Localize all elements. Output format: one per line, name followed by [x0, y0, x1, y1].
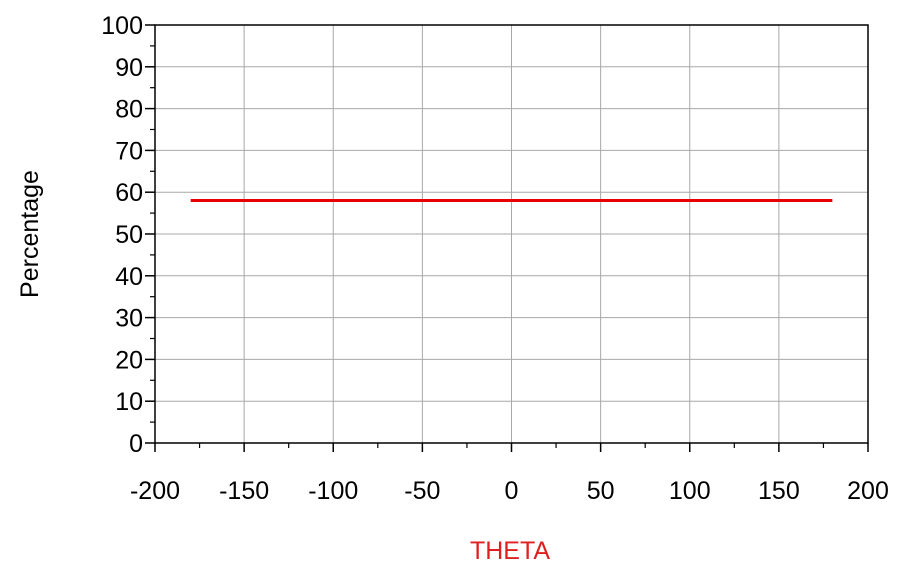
y-tick-label: 20 — [115, 346, 143, 374]
y-tick-label: 100 — [101, 12, 143, 40]
y-axis-title: Percentage — [16, 170, 44, 298]
x-tick-label: 0 — [505, 477, 519, 505]
y-tick-label: 30 — [115, 305, 143, 333]
x-tick-label: -50 — [404, 477, 440, 505]
x-tick-label: 200 — [847, 477, 889, 505]
x-tick-label: -150 — [219, 477, 269, 505]
y-tick-label: 80 — [115, 96, 143, 124]
x-tick-label: 150 — [758, 477, 800, 505]
x-axis-title: THETA — [470, 537, 550, 565]
y-tick-label: 0 — [129, 430, 143, 458]
x-tick-label: 100 — [669, 477, 711, 505]
y-tick-label: 10 — [115, 388, 143, 416]
x-tick-label: 50 — [587, 477, 615, 505]
y-tick-label: 70 — [115, 137, 143, 165]
x-ticks: -200 -150 -100 -50 0 50 100 150 200 — [130, 443, 889, 505]
y-tick-label: 50 — [115, 221, 143, 249]
y-tick-label: 90 — [115, 54, 143, 82]
y-ticks: 0 10 20 30 40 50 60 70 80 90 100 — [101, 12, 155, 458]
y-tick-label: 60 — [115, 179, 143, 207]
grid — [155, 25, 868, 443]
x-tick-label: -200 — [130, 477, 180, 505]
y-tick-label: 40 — [115, 263, 143, 291]
x-tick-label: -100 — [308, 477, 358, 505]
